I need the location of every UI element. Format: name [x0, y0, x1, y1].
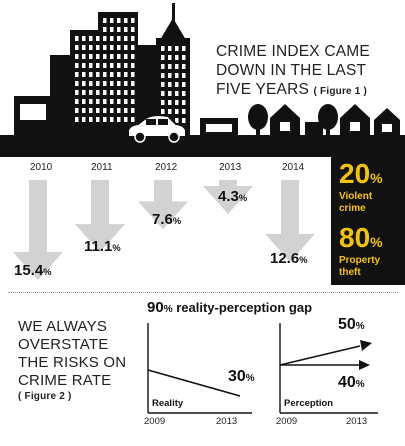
arrow-bar-2014 — [265, 180, 315, 262]
violent-crime-value: 20% — [339, 158, 383, 189]
section-divider — [8, 292, 398, 293]
value-label-2012: 7.6% — [152, 211, 182, 228]
reality-end-value: 30% — [228, 368, 255, 385]
perception-year-end: 2013 — [346, 416, 368, 427]
arrow-bar-2011 — [75, 180, 125, 253]
year-label-2013: 2013 — [219, 162, 242, 173]
value-label-2011: 11.1% — [84, 238, 121, 255]
perception-upper-arrowhead — [360, 340, 372, 351]
property-theft-label: Property theft — [339, 255, 381, 278]
perception-bottom-value: 40% — [338, 374, 365, 391]
perception-label: Perception — [284, 398, 334, 409]
figure1-label: ( Figure 1 ) — [313, 86, 368, 97]
property-theft-value: 80% — [339, 222, 383, 253]
city-skyline-illustration — [0, 3, 405, 157]
violent-crime-label: Violent crime — [339, 191, 373, 214]
crime-index-arrow-chart — [13, 180, 315, 280]
figure1-heading-line3: FIVE YEARS ( Figure 1 ) — [216, 81, 368, 98]
year-label-2014: 2014 — [282, 162, 305, 173]
figure1-heading: CRIME INDEX CAME DOWN IN THE LAST FIVE Y… — [216, 42, 370, 101]
value-label-2014: 12.6% — [270, 250, 308, 267]
value-label-2013: 4.3% — [218, 188, 248, 205]
arrow-bar-2013 — [203, 180, 253, 214]
perception-lower-arrowhead — [359, 360, 370, 370]
breakdown-panel: 20% Violent crime 80% Property theft — [331, 155, 405, 285]
year-label-2012: 2012 — [155, 162, 178, 173]
year-label-2011: 2011 — [91, 162, 113, 173]
reality-year-start: 2009 — [144, 416, 166, 427]
perception-year-start: 2009 — [276, 416, 298, 427]
gap-title: 90% reality-perception gap — [147, 299, 313, 316]
figure2-heading: WE ALWAYS OVERSTATE THE RISKS ON CRIME R… — [18, 318, 127, 402]
arrow-bar-2012 — [138, 180, 188, 230]
reality-perception-chart — [147, 323, 378, 414]
value-label-2010: 15.4% — [14, 262, 52, 279]
figure1-heading-line2: DOWN IN THE LAST — [216, 62, 367, 79]
perception-top-value: 50% — [338, 316, 365, 333]
reality-trend-line — [147, 369, 241, 397]
figure2-label: ( Figure 2 ) — [18, 391, 72, 402]
year-label-2010: 2010 — [30, 162, 53, 173]
perception-upper-line — [279, 345, 361, 366]
arrow-bar-2010 — [13, 180, 63, 280]
figure1-heading-line1: CRIME INDEX CAME — [216, 43, 370, 60]
reality-label: Reality — [152, 398, 184, 409]
reality-year-end: 2013 — [216, 416, 238, 427]
